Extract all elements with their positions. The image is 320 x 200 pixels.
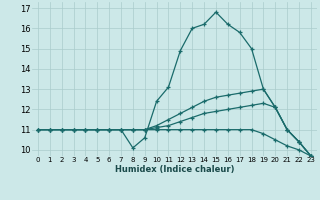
X-axis label: Humidex (Indice chaleur): Humidex (Indice chaleur) (115, 165, 234, 174)
